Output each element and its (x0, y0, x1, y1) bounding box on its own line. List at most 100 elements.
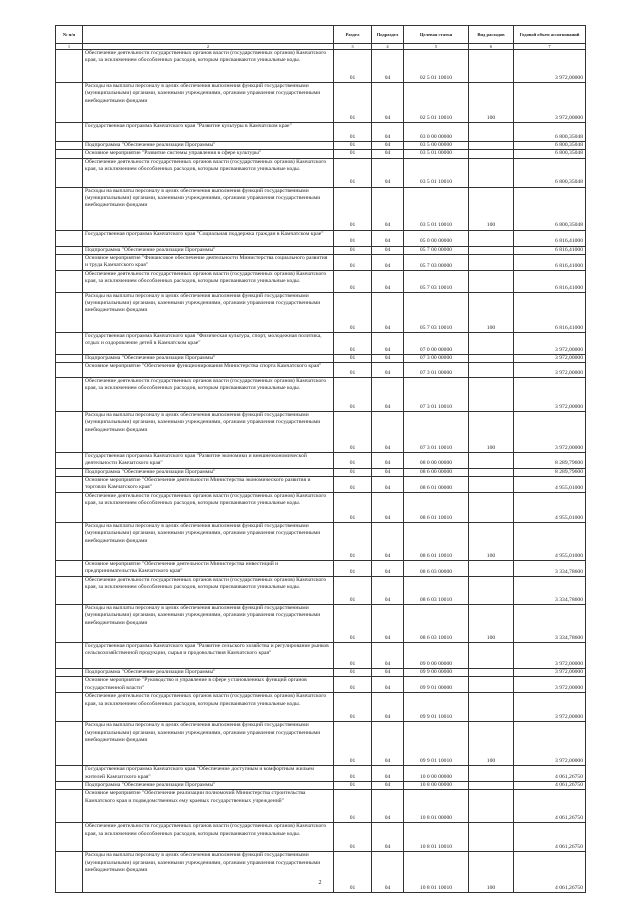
row-name: Государственная программа Камчатского кр… (82, 331, 334, 355)
row-expense-type (468, 676, 514, 694)
table-row: Основное мероприятие "Финансовое обеспеч… (55, 253, 586, 271)
table-row: Расходы на выплаты персоналу в целях обе… (55, 721, 586, 767)
row-subsection: 04 (371, 492, 404, 524)
row-expense-type (468, 269, 514, 293)
row-name: Основное мероприятие "Обеспечение функци… (82, 362, 334, 379)
table-row: Расходы на выплаты персоналу в целях обе… (55, 186, 586, 231)
table-row: Расходы на выплаты персоналу в целях обе… (55, 522, 586, 562)
row-section: 01 (333, 668, 372, 678)
table-row: Расходы на выплаты персоналу в целях обе… (55, 851, 586, 894)
row-expense-type: 100 (468, 522, 514, 562)
row-number (55, 122, 83, 142)
row-section: 01 (333, 331, 372, 355)
row-subsection: 04 (371, 140, 404, 151)
budget-table: № п/п Раздел Подраздел Целевая статья Ви… (55, 25, 586, 894)
row-amount: 6 800,35048 (513, 140, 586, 151)
row-number (55, 157, 83, 188)
row-section: 01 (333, 49, 372, 83)
row-number (55, 253, 83, 271)
row-name: Государственная программа Камчатского кр… (82, 122, 334, 142)
header-number: № п/п (55, 25, 83, 44)
row-target: 07 0 00 00000 (403, 331, 469, 355)
row-subsection: 04 (371, 642, 404, 670)
row-name: Государственная программа Камчатского кр… (82, 452, 334, 469)
row-amount: 6 800,35048 (513, 186, 586, 231)
row-expense-type (468, 560, 514, 578)
table-row: Обеспечение деятельности государственных… (55, 269, 586, 293)
row-amount: 3 972,00000 (513, 353, 586, 364)
row-section: 01 (333, 780, 372, 791)
row-amount: 6 816,41000 (513, 269, 586, 293)
row-number (55, 140, 83, 151)
row-amount: 3 972,00000 (513, 377, 586, 413)
row-number (55, 269, 83, 293)
row-subsection: 04 (371, 149, 404, 159)
row-target: 03 5 00 00000 (403, 140, 469, 151)
row-name: Подпрограмма "Обеспечение реализации Про… (82, 140, 334, 151)
table-row: Подпрограмма "Обеспечение реализации Про… (55, 668, 586, 678)
table-row: Обеспечение деятельности государственных… (55, 49, 586, 83)
row-amount: 3 972,00000 (513, 721, 586, 767)
row-target: 09 9 01 10010 (403, 692, 469, 723)
row-amount: 6 816,41000 (513, 229, 586, 247)
row-subsection: 04 (371, 186, 404, 231)
table-row: Основное мероприятие "Обеспечение функци… (55, 362, 586, 379)
row-subsection: 04 (371, 269, 404, 293)
row-name: Обеспечение деятельности государственных… (82, 576, 334, 606)
row-expense-type (468, 331, 514, 355)
row-subsection: 04 (371, 692, 404, 723)
table-row: Государственная программа Камчатского кр… (55, 765, 586, 782)
row-section: 01 (333, 692, 372, 723)
row-name: Обеспечение деятельности государственных… (82, 377, 334, 413)
row-amount: 3 334,78600 (513, 560, 586, 578)
row-target: 09 0 00 00000 (403, 642, 469, 670)
row-number (55, 522, 83, 562)
row-section: 01 (333, 353, 372, 364)
row-target: 02 5 01 10010 (403, 49, 469, 83)
row-target: 09 9 01 10010 (403, 721, 469, 767)
row-target: 05 7 03 00000 (403, 253, 469, 271)
row-amount: 8 289,79600 (513, 452, 586, 469)
row-section: 01 (333, 467, 372, 478)
row-expense-type (468, 49, 514, 83)
row-section: 01 (333, 604, 372, 644)
row-target: 08 0 00 00000 (403, 452, 469, 469)
table-row: Основное мероприятие "Обеспечение реализ… (55, 789, 586, 824)
table-row: Подпрограмма "Обеспечение реализации Про… (55, 780, 586, 791)
row-target: 09 9 01 00000 (403, 676, 469, 694)
row-section: 01 (333, 157, 372, 188)
row-target: 08 6 00 00000 (403, 467, 469, 478)
row-number (55, 789, 83, 824)
row-subsection: 04 (371, 522, 404, 562)
row-amount: 6 816,41000 (513, 253, 586, 271)
row-amount: 6 816,41000 (513, 245, 586, 255)
row-amount: 3 972,00000 (513, 668, 586, 678)
row-expense-type (468, 822, 514, 853)
row-amount: 3 972,00000 (513, 49, 586, 83)
row-section: 01 (333, 576, 372, 606)
row-name: Подпрограмма "Обеспечение реализации Про… (82, 353, 334, 364)
row-number (55, 331, 83, 355)
table-row: Расходы на выплаты персоналу в целях обе… (55, 291, 586, 333)
row-expense-type (468, 140, 514, 151)
row-number (55, 476, 83, 494)
row-expense-type (468, 789, 514, 824)
row-number (55, 353, 83, 364)
row-amount: 4 955,01000 (513, 476, 586, 494)
row-section: 01 (333, 140, 372, 151)
row-target: 08 6 01 00000 (403, 476, 469, 494)
row-amount: 6 800,35048 (513, 149, 586, 159)
row-subsection: 04 (371, 476, 404, 494)
row-amount: 3 972,00000 (513, 362, 586, 379)
row-expense-type: 100 (468, 291, 514, 333)
row-expense-type: 100 (468, 721, 514, 767)
row-target: 10 8 01 10010 (403, 822, 469, 853)
row-name: Обеспечение деятельности государственных… (82, 822, 334, 853)
row-number (55, 149, 83, 159)
row-target: 08 6 01 10010 (403, 522, 469, 562)
row-name: Расходы на выплаты персоналу в целях обе… (82, 604, 334, 644)
row-section: 01 (333, 377, 372, 413)
row-target: 10 8 00 00000 (403, 780, 469, 791)
row-expense-type: 100 (468, 604, 514, 644)
row-subsection: 04 (371, 780, 404, 791)
